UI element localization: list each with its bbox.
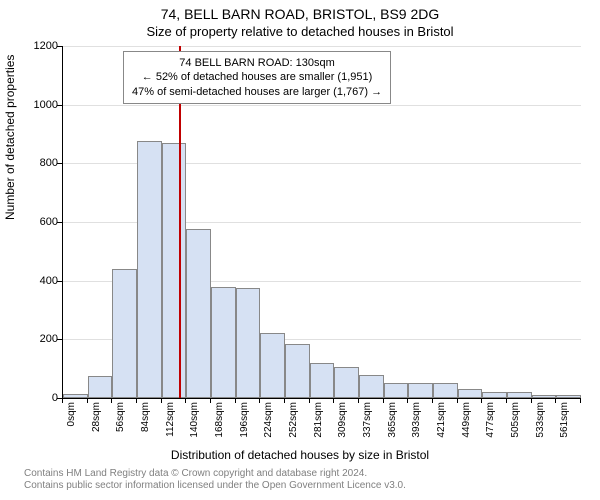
histogram-bar [236, 288, 261, 398]
x-tick-label: 196sqm [239, 402, 250, 442]
histogram-bar [186, 229, 211, 398]
histogram-bar [137, 141, 162, 398]
histogram-bar [384, 383, 409, 398]
x-tick-label: 477sqm [485, 402, 496, 442]
histogram-bar [359, 375, 384, 398]
histogram-bar [112, 269, 137, 398]
x-axis-label: Distribution of detached houses by size … [0, 448, 600, 462]
histogram-bar [88, 376, 113, 398]
x-tick-label: 112sqm [165, 402, 176, 442]
x-tick-mark [383, 398, 384, 403]
footnote-line-2: Contains public sector information licen… [24, 480, 406, 492]
annotation-line-1: 74 BELL BARN ROAD: 130sqm [132, 56, 382, 70]
footnote: Contains HM Land Registry data © Crown c… [24, 468, 406, 492]
page-title: 74, BELL BARN ROAD, BRISTOL, BS9 2DG [0, 6, 600, 22]
x-tick-mark [531, 398, 532, 403]
x-tick-mark [481, 398, 482, 403]
x-tick-label: 393sqm [411, 402, 422, 442]
grid-line [63, 105, 581, 106]
annotation-line-2: ← 52% of detached houses are smaller (1,… [132, 70, 382, 84]
x-tick-label: 140sqm [189, 402, 200, 442]
footnote-line-1: Contains HM Land Registry data © Crown c… [24, 468, 406, 480]
x-tick-mark [111, 398, 112, 403]
x-tick-mark [457, 398, 458, 403]
x-tick-label: 168sqm [214, 402, 225, 442]
y-axis-label: Number of detached properties [3, 55, 17, 220]
x-tick-mark [284, 398, 285, 403]
x-tick-mark [87, 398, 88, 403]
x-tick-mark [185, 398, 186, 403]
histogram-bar [507, 392, 532, 398]
histogram-bar [458, 389, 483, 398]
page-subtitle: Size of property relative to detached ho… [0, 24, 600, 39]
y-tick-label: 1200 [20, 40, 58, 52]
x-tick-label: 365sqm [387, 402, 398, 442]
histogram-bar [482, 392, 507, 398]
y-tick-label: 600 [20, 216, 58, 228]
x-tick-mark [210, 398, 211, 403]
y-tick-label: 400 [20, 275, 58, 287]
histogram-bar [211, 287, 236, 398]
x-tick-label: 533sqm [535, 402, 546, 442]
x-tick-mark [506, 398, 507, 403]
x-tick-label: 28sqm [91, 402, 102, 442]
histogram-bar [260, 333, 285, 398]
x-tick-mark [432, 398, 433, 403]
x-tick-mark [555, 398, 556, 403]
histogram-bar [310, 363, 335, 398]
histogram-bar [334, 367, 359, 398]
x-tick-label: 281sqm [313, 402, 324, 442]
x-tick-label: 56sqm [115, 402, 126, 442]
page-root: 74, BELL BARN ROAD, BRISTOL, BS9 2DG Siz… [0, 0, 600, 500]
x-tick-mark [333, 398, 334, 403]
x-tick-label: 0sqm [66, 402, 77, 442]
y-tick-label: 1000 [20, 99, 58, 111]
histogram-bar [433, 383, 458, 398]
grid-line [63, 46, 581, 47]
histogram-bar [285, 344, 310, 398]
x-tick-mark [309, 398, 310, 403]
y-tick-label: 0 [20, 392, 58, 404]
histogram-bar [408, 383, 433, 398]
y-tick-label: 800 [20, 157, 58, 169]
x-tick-label: 309sqm [337, 402, 348, 442]
histogram-bar [162, 143, 187, 398]
x-tick-mark [580, 398, 581, 403]
x-tick-mark [161, 398, 162, 403]
x-tick-mark [407, 398, 408, 403]
annotation-line-3: 47% of semi-detached houses are larger (… [132, 85, 382, 99]
x-tick-mark [136, 398, 137, 403]
x-tick-mark [358, 398, 359, 403]
x-tick-label: 505sqm [510, 402, 521, 442]
x-tick-label: 84sqm [140, 402, 151, 442]
x-tick-mark [259, 398, 260, 403]
x-tick-mark [235, 398, 236, 403]
x-tick-label: 449sqm [461, 402, 472, 442]
chart-plot-area: 74 BELL BARN ROAD: 130sqm ← 52% of detac… [62, 46, 581, 399]
y-tick-label: 200 [20, 333, 58, 345]
histogram-bar [532, 395, 557, 398]
x-tick-label: 561sqm [559, 402, 570, 442]
histogram-bar [556, 395, 581, 398]
histogram-bar [63, 394, 88, 398]
x-tick-label: 224sqm [263, 402, 274, 442]
x-tick-label: 252sqm [288, 402, 299, 442]
x-tick-label: 421sqm [436, 402, 447, 442]
x-tick-mark [62, 398, 63, 403]
annotation-box: 74 BELL BARN ROAD: 130sqm ← 52% of detac… [123, 51, 391, 104]
x-tick-label: 337sqm [362, 402, 373, 442]
